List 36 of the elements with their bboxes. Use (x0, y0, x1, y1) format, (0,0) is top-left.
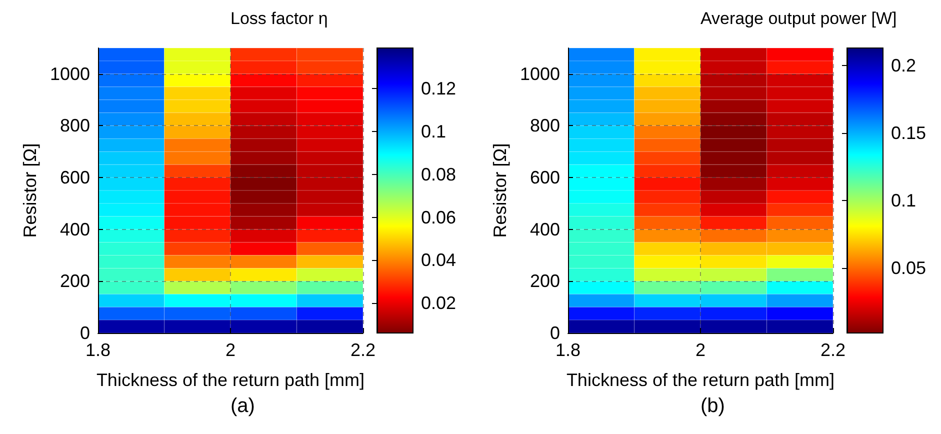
y-tick-label: 0 (550, 323, 560, 343)
color-bar-label: 0.02 (421, 293, 456, 313)
color-bar-label: 0.06 (421, 207, 456, 228)
x-tick-label: 2 (225, 340, 236, 360)
y-tick-label: 600 (530, 168, 560, 188)
text: (b) (700, 395, 725, 417)
x-tick-label: 2.2 (820, 340, 846, 360)
x-tick-label: 1.8 (85, 340, 111, 360)
color-bar-label: 0.08 (421, 164, 456, 184)
y-tick-label: 0 (80, 323, 90, 343)
color-bar-label: 0.2 (891, 56, 916, 76)
color-bar-label: 0.15 (891, 123, 926, 144)
x-tick-label: 1.8 (555, 340, 581, 360)
text: (a) (230, 395, 255, 417)
y-tick-label: 1000 (520, 64, 560, 84)
y-tick-label: 1000 (50, 64, 90, 84)
y-axis-title: Resistor [Ω] (490, 143, 510, 238)
x-tick-label: 2 (695, 340, 706, 360)
chart-title: Average output power [W] (700, 9, 897, 28)
y-tick-label: 800 (530, 116, 560, 136)
color-bar-label: 0.04 (421, 250, 456, 270)
color-bar-label: 0.05 (891, 258, 926, 278)
y-axis-title: Resistor [Ω] (20, 143, 40, 238)
y-tick-label: 600 (60, 168, 90, 188)
x-axis-title: Thickness of the return path [mm] (96, 370, 365, 390)
y-tick-label: 400 (60, 219, 90, 240)
x-tick-label: 2.2 (350, 340, 376, 360)
y-tick-label: 200 (530, 271, 560, 292)
y-tick-label: 800 (60, 116, 90, 136)
chart-title: Loss factor η (230, 9, 328, 28)
color-bar-label: 0.1 (891, 190, 916, 211)
y-tick-label: 400 (530, 219, 560, 240)
color-bar-label: 0.12 (421, 78, 456, 99)
x-axis-title: Thickness of the return path [mm] (566, 370, 835, 390)
color-bar-label: 0.1 (421, 122, 446, 142)
y-tick-label: 200 (60, 271, 90, 292)
